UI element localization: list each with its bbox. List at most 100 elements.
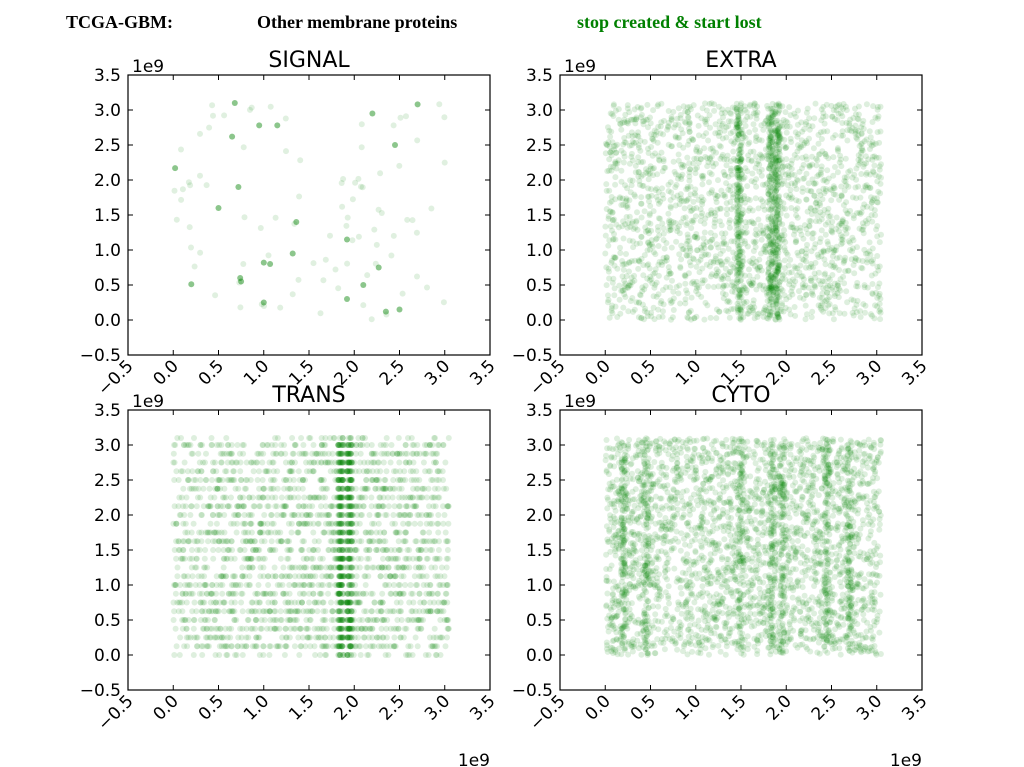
data-point bbox=[722, 109, 729, 116]
data-point bbox=[270, 485, 277, 492]
data-point bbox=[203, 182, 210, 189]
data-point bbox=[725, 186, 732, 193]
data-point bbox=[789, 194, 796, 201]
data-point bbox=[769, 111, 776, 118]
data-point bbox=[735, 169, 742, 176]
data-point bbox=[230, 468, 237, 475]
data-point bbox=[849, 309, 856, 316]
data-point bbox=[672, 220, 679, 227]
data-point bbox=[712, 255, 719, 262]
data-point bbox=[772, 285, 779, 291]
data-point bbox=[672, 184, 679, 191]
data-point bbox=[626, 160, 633, 167]
data-point bbox=[352, 582, 359, 588]
data-point bbox=[775, 100, 782, 107]
x-tick-label: 2.5 bbox=[808, 356, 841, 389]
data-point bbox=[660, 255, 667, 261]
data-point bbox=[691, 315, 698, 322]
data-point bbox=[603, 181, 610, 188]
data-point bbox=[607, 133, 614, 140]
data-point bbox=[397, 468, 403, 475]
data-point bbox=[875, 154, 882, 161]
data-point bbox=[771, 267, 778, 274]
data-point bbox=[211, 617, 218, 623]
data-point bbox=[194, 547, 201, 553]
data-point bbox=[699, 175, 706, 182]
data-point bbox=[648, 192, 655, 199]
data-point bbox=[768, 176, 775, 183]
data-point bbox=[803, 250, 809, 257]
data-point bbox=[764, 292, 771, 299]
data-point bbox=[742, 230, 749, 237]
data-point bbox=[258, 538, 265, 545]
data-point bbox=[438, 564, 445, 571]
data-point bbox=[602, 250, 609, 257]
data-point bbox=[857, 314, 864, 320]
data-point bbox=[744, 196, 751, 203]
data-point bbox=[257, 225, 264, 231]
data-point bbox=[637, 292, 644, 299]
data-point bbox=[619, 258, 626, 264]
data-point bbox=[695, 291, 702, 298]
data-point bbox=[802, 316, 809, 323]
data-point bbox=[670, 158, 677, 165]
data-point bbox=[695, 159, 702, 166]
data-point bbox=[820, 247, 827, 254]
data-point bbox=[734, 164, 740, 171]
data-point bbox=[808, 211, 815, 217]
data-point bbox=[850, 115, 857, 121]
data-point bbox=[765, 233, 772, 240]
data-point bbox=[738, 308, 745, 315]
data-point bbox=[737, 167, 744, 174]
data-point bbox=[654, 197, 661, 203]
data-point bbox=[639, 284, 646, 291]
data-point bbox=[196, 529, 203, 536]
data-point bbox=[765, 269, 772, 275]
data-point bbox=[833, 107, 840, 114]
data-point bbox=[765, 242, 772, 249]
data-point bbox=[810, 292, 816, 299]
data-point bbox=[606, 275, 613, 282]
data-point bbox=[843, 288, 850, 295]
data-point bbox=[403, 113, 409, 120]
data-point bbox=[769, 138, 776, 145]
data-point bbox=[779, 122, 786, 129]
data-point bbox=[797, 262, 804, 269]
data-point bbox=[799, 154, 806, 161]
data-point bbox=[786, 278, 793, 285]
data-point bbox=[735, 271, 742, 278]
data-point bbox=[606, 199, 613, 206]
data-point bbox=[303, 625, 310, 632]
data-point bbox=[855, 116, 862, 123]
data-point bbox=[829, 284, 836, 291]
data-point bbox=[416, 477, 423, 483]
data-point bbox=[841, 280, 848, 287]
data-point bbox=[406, 617, 412, 623]
data-point bbox=[676, 230, 683, 237]
data-point bbox=[735, 187, 742, 194]
data-point bbox=[877, 190, 884, 197]
data-point bbox=[420, 529, 427, 536]
data-point bbox=[243, 459, 250, 466]
data-point bbox=[816, 188, 823, 195]
data-point bbox=[626, 259, 633, 266]
data-point bbox=[838, 192, 845, 199]
data-point bbox=[775, 126, 782, 133]
subplot-extra: −0.50.00.51.01.52.02.53.03.5−0.5 0.0 0.5 1.… bbox=[512, 48, 932, 400]
data-point bbox=[732, 105, 739, 112]
data-point bbox=[737, 153, 744, 160]
data-point bbox=[723, 124, 730, 131]
data-point bbox=[247, 477, 254, 483]
data-point bbox=[773, 285, 780, 292]
data-point bbox=[766, 233, 773, 239]
data-point bbox=[769, 260, 776, 267]
data-point bbox=[659, 262, 665, 268]
data-point bbox=[699, 201, 706, 208]
data-point bbox=[765, 269, 772, 276]
data-point bbox=[756, 136, 763, 143]
data-point bbox=[319, 573, 326, 580]
data-point bbox=[675, 172, 682, 179]
data-point bbox=[423, 573, 430, 580]
data-point bbox=[696, 284, 702, 291]
data-point bbox=[641, 316, 647, 323]
